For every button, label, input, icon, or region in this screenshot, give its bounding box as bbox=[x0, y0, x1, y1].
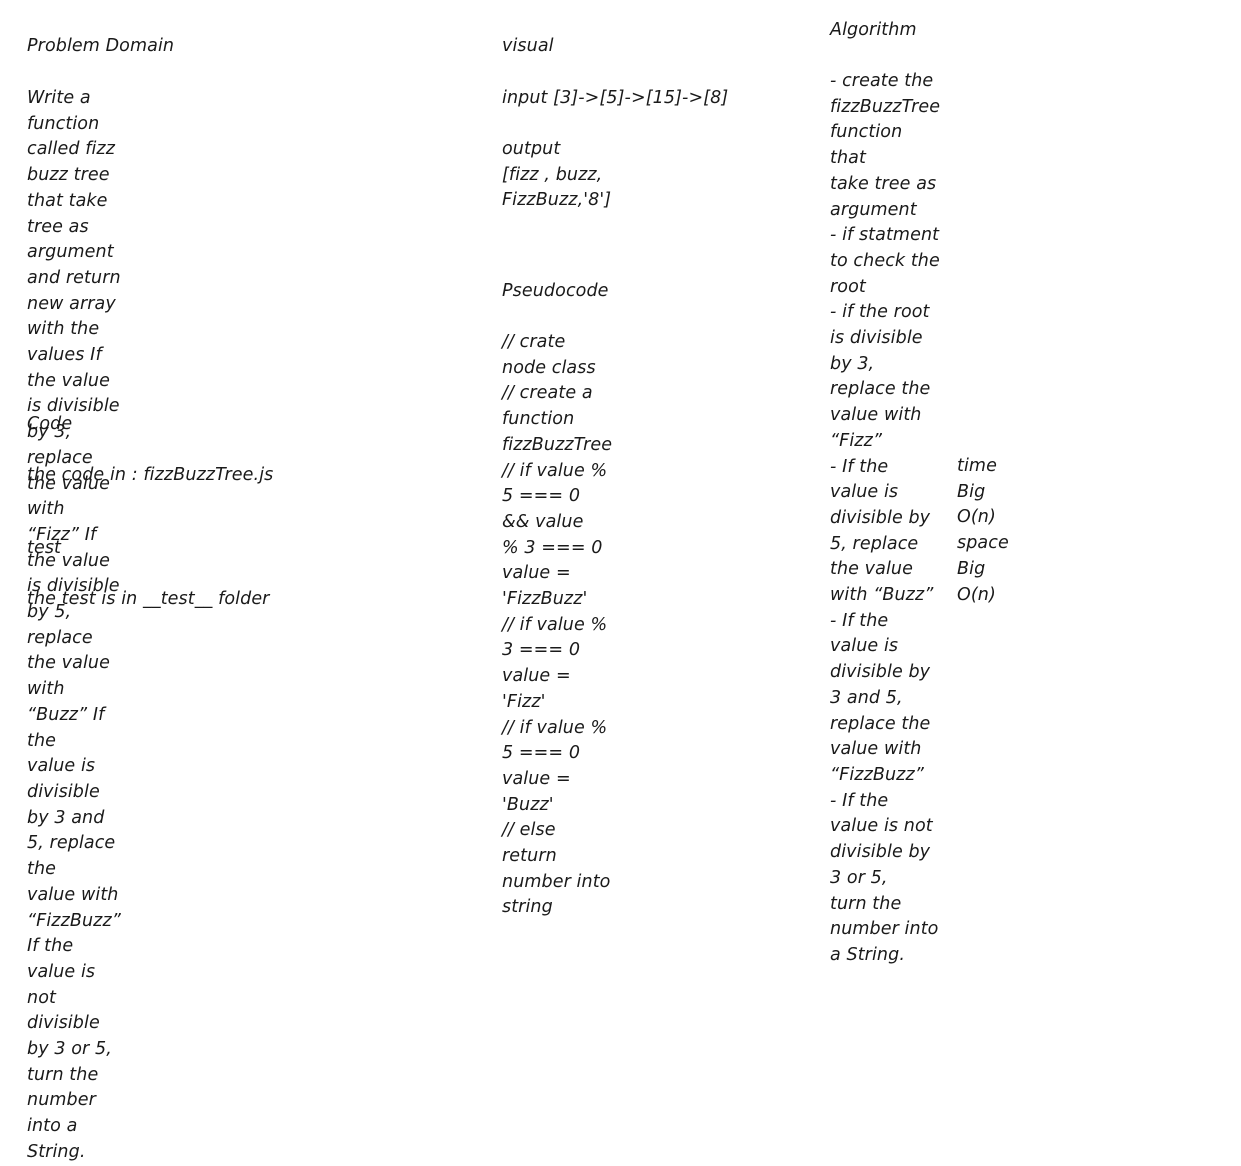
code-text: the code in : fizzBuzzTree.js bbox=[27, 465, 274, 485]
whiteboard-page: Problem Domain Write a function called f… bbox=[27, 20, 1009, 1162]
visual-output-text: output [fizz , buzz, FizzBuzz,'8'] bbox=[502, 139, 612, 211]
problem-domain-text: Write a function called fizz buzz tree t… bbox=[27, 88, 121, 1162]
algorithm-heading: Algorithm bbox=[830, 20, 917, 40]
test-heading: test bbox=[27, 538, 62, 558]
algorithm-text: - create the fizzBuzzTree function that … bbox=[830, 71, 941, 965]
pseudocode-text: // crate node class // create a function… bbox=[502, 332, 613, 918]
visual-input-text: input [3]->[5]->[15]->[8] bbox=[502, 88, 729, 108]
code-heading: Code bbox=[27, 414, 73, 434]
problem-domain-heading: Problem Domain bbox=[27, 36, 175, 56]
complexity-text: time Big O(n) space Big O(n) bbox=[957, 456, 1009, 605]
test-text: the test is in __test__ folder bbox=[27, 589, 270, 609]
pseudocode-heading: Pseudocode bbox=[502, 281, 609, 301]
visual-heading: visual bbox=[502, 36, 554, 56]
